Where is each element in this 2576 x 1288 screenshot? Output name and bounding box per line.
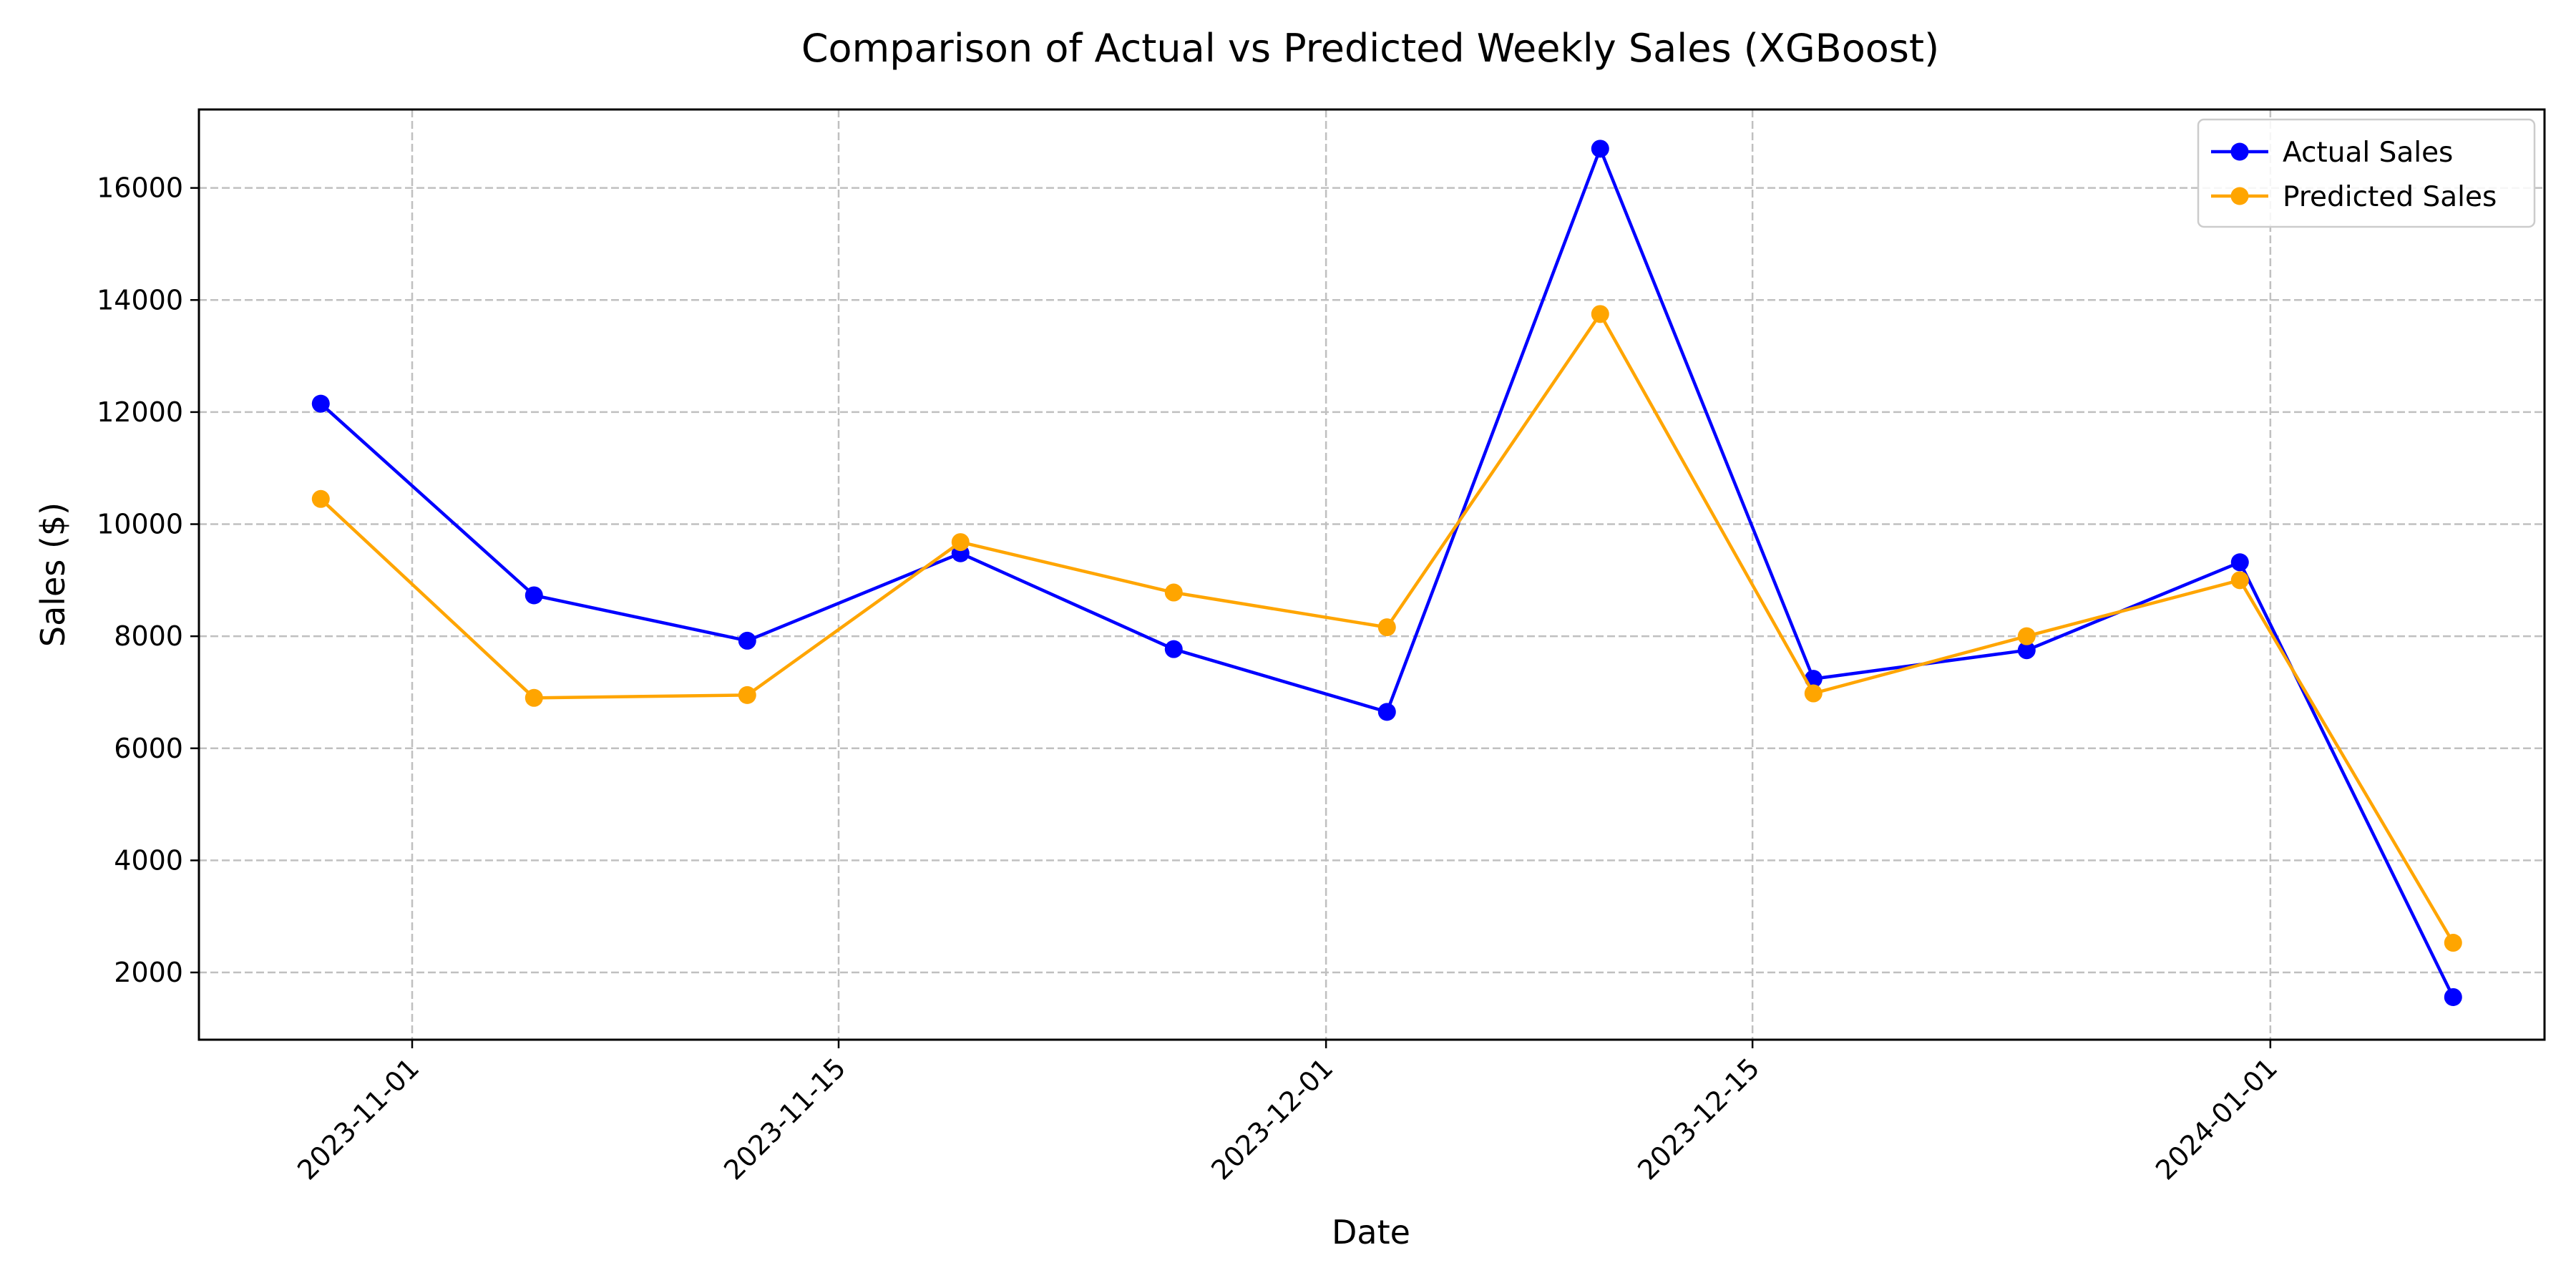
data-point — [1377, 703, 1396, 721]
legend-swatch-marker — [2230, 187, 2249, 205]
data-point — [525, 586, 543, 605]
data-point — [1377, 618, 1396, 637]
data-point — [2230, 553, 2249, 572]
y-tick-label: 16000 — [97, 172, 183, 204]
y-axis-ticks: 2000 4000 6000 8000 10000 12000 14000 16000 — [97, 172, 199, 988]
data-point — [2017, 641, 2036, 660]
data-point — [2444, 934, 2462, 952]
data-point — [738, 686, 756, 704]
legend: Actual Sales Predicted Sales — [2197, 118, 2536, 228]
plot-frame — [197, 108, 2546, 1041]
data-point — [311, 489, 330, 508]
data-point — [2444, 987, 2462, 1006]
y-tick-label: 2000 — [114, 957, 183, 988]
series-predicted-sales — [311, 305, 2462, 952]
y-tick-label: 8000 — [114, 620, 183, 652]
y-tick-label: 4000 — [114, 844, 183, 876]
data-point — [2017, 627, 2036, 645]
data-point — [525, 688, 543, 707]
chart-title: Comparison of Actual vs Predicted Weekly… — [801, 26, 1939, 71]
data-point — [1164, 640, 1183, 658]
data-point — [1591, 140, 1609, 158]
y-tick-label: 6000 — [114, 733, 183, 764]
data-point — [311, 394, 330, 413]
legend-label: Actual Sales — [2283, 137, 2453, 169]
grid-lines — [199, 109, 2545, 1040]
legend-box — [2197, 118, 2536, 228]
y-tick-label: 10000 — [97, 509, 183, 540]
data-point — [2230, 571, 2249, 590]
data-point — [951, 533, 970, 552]
series-layer — [311, 140, 2462, 1006]
data-point — [1164, 583, 1183, 602]
series-actual-sales — [311, 140, 2462, 1006]
data-point — [738, 631, 756, 650]
y-axis-label: Sales ($) — [34, 502, 72, 647]
y-tick-label: 12000 — [97, 396, 183, 428]
x-axis-label: Date — [1332, 1213, 1410, 1252]
data-point — [1591, 305, 1609, 323]
legend-label: Predicted Sales — [2283, 181, 2497, 213]
legend-swatch-marker — [2230, 142, 2249, 161]
data-point — [1804, 684, 1823, 703]
y-tick-label: 14000 — [97, 284, 183, 316]
